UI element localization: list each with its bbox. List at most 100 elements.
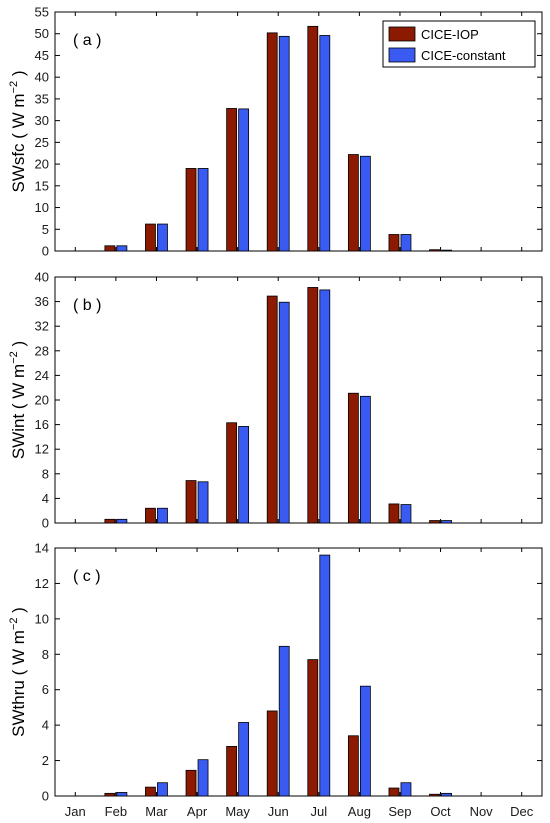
y-tick-label: 25 — [35, 135, 49, 150]
y-axis-label: SWthru ( W m−2 ) — [8, 607, 28, 737]
y-tick-label: 8 — [42, 466, 49, 481]
bar-cice-iop-jun — [266, 710, 278, 797]
bar-cice-iop-jul — [307, 25, 319, 252]
panel-b: 0 4 8 12 16 20 24 28 32 36 40 ( b ) SWint ( W m−2 ) — [8, 270, 543, 531]
x-tick-label-apr: Apr — [187, 804, 208, 819]
bar-cice-constant-may — [238, 722, 250, 797]
bar-cice-iop-apr — [185, 480, 197, 524]
bar-cice-iop-jun — [266, 32, 278, 252]
legend-label-cice-iop: CICE-IOP — [421, 27, 479, 42]
y-tick-label: 35 — [35, 91, 49, 106]
bar-cice-constant-may — [238, 426, 250, 524]
bar-cice-constant-aug — [359, 155, 371, 252]
bar-cice-constant-aug — [359, 395, 371, 524]
bar-cice-constant-feb — [116, 792, 128, 797]
y-axis-label-close: ) — [9, 70, 28, 80]
y-axis-label-text: SWthru ( W m — [9, 630, 28, 737]
panel-label: ( a ) — [73, 32, 101, 49]
bar-cice-constant-jul — [319, 289, 331, 524]
x-tick-label-jun: Jun — [268, 804, 289, 819]
bar-cice-iop-oct — [429, 793, 440, 797]
bar-cice-constant-mar — [157, 782, 168, 797]
panel-label: ( c ) — [73, 568, 101, 585]
bar-cice-constant-aug — [359, 685, 371, 797]
x-tick-label-may: May — [225, 804, 250, 819]
y-tick-label: 4 — [42, 718, 49, 733]
plot-area — [54, 547, 543, 797]
y-axis-label: SWsfc ( W m−2 ) — [8, 70, 28, 192]
y-tick-label: 16 — [35, 417, 49, 432]
x-tick-label-jan: Jan — [65, 804, 86, 819]
bar-cice-constant-sep — [400, 234, 412, 252]
bar-cice-iop-sep — [388, 503, 400, 524]
legend-swatch-cice-constant — [388, 47, 416, 63]
x-tick-label-nov: Nov — [470, 804, 494, 819]
bar-cice-iop-jul — [307, 287, 319, 524]
bar-cice-iop-oct — [429, 249, 440, 252]
bar-cice-constant-jul — [319, 554, 331, 797]
y-tick-label: 32 — [35, 319, 49, 334]
y-tick-label: 6 — [42, 682, 49, 697]
y-tick-label: 10 — [35, 200, 49, 215]
y-tick-label: 20 — [35, 393, 49, 408]
y-tick-label: 45 — [35, 48, 49, 63]
y-axis-label-exponent: −2 — [8, 618, 20, 631]
x-tick-label-aug: Aug — [348, 804, 371, 819]
bar-cice-constant-oct — [441, 792, 452, 797]
y-tick-label: 4 — [42, 491, 49, 506]
bar-cice-iop-may — [226, 422, 238, 524]
x-tick-label-oct: Oct — [430, 804, 451, 819]
x-tick-label-mar: Mar — [145, 804, 168, 819]
y-tick-label: 0 — [42, 516, 49, 531]
y-tick-label: 40 — [35, 70, 49, 85]
bar-cice-iop-aug — [347, 392, 359, 524]
bar-cice-iop-aug — [347, 735, 359, 797]
bar-cice-constant-jun — [278, 645, 290, 797]
bar-cice-constant-sep — [400, 504, 412, 524]
bar-cice-iop-apr — [185, 168, 197, 252]
y-tick-label: 55 — [35, 5, 49, 20]
legend: CICE-IOP CICE-constant — [382, 20, 536, 68]
y-axis-label-close: ) — [9, 341, 28, 351]
y-tick-label: 12 — [35, 442, 49, 457]
y-tick-label: 30 — [35, 113, 49, 128]
legend-swatch-cice-iop — [388, 26, 416, 42]
y-tick-label: 8 — [42, 647, 49, 662]
y-tick-label: 15 — [35, 178, 49, 193]
y-tick-label: 0 — [42, 244, 49, 259]
bar-cice-constant-sep — [400, 782, 412, 797]
bar-cice-constant-oct — [441, 249, 452, 252]
y-axis-label-text: SWint ( W m — [9, 364, 28, 459]
y-tick-label: 28 — [35, 343, 49, 358]
bar-cice-iop-jun — [266, 295, 278, 524]
y-tick-label: 12 — [35, 576, 49, 591]
x-tick-label-jul: Jul — [310, 804, 327, 819]
bar-cice-iop-sep — [388, 234, 400, 252]
bar-cice-constant-mar — [157, 223, 168, 252]
y-axis-label-exponent: −2 — [8, 351, 20, 364]
bar-cice-iop-aug — [347, 154, 359, 252]
x-tick-label-feb: Feb — [105, 804, 127, 819]
panel-label: ( b ) — [73, 297, 101, 314]
bar-cice-iop-feb — [104, 792, 116, 797]
y-axis-label-close: ) — [9, 607, 28, 617]
x-tick-label-sep: Sep — [388, 804, 411, 819]
y-axis-label: SWint ( W m−2 ) — [8, 341, 28, 459]
y-tick-label: 10 — [35, 611, 49, 626]
y-tick-label: 20 — [35, 157, 49, 172]
bar-cice-constant-feb — [116, 245, 128, 252]
plot-area — [54, 276, 543, 524]
panel-c: 0 2 4 6 8 10 12 14 ( c ) SWthru ( W m−2 ) Jan Feb Ma… — [8, 541, 543, 819]
bar-cice-constant-oct — [441, 520, 452, 524]
bar-cice-constant-apr — [197, 759, 209, 797]
bar-cice-constant-may — [238, 108, 250, 252]
legend-label-cice-constant: CICE-constant — [421, 48, 506, 63]
bar-cice-iop-may — [226, 108, 238, 252]
bar-cice-iop-mar — [145, 786, 156, 797]
bar-cice-constant-feb — [116, 518, 128, 524]
bar-cice-iop-mar — [145, 223, 156, 252]
y-axis-label-exponent: −2 — [8, 81, 20, 94]
bar-cice-constant-mar — [157, 507, 168, 524]
bar-cice-iop-feb — [104, 245, 116, 252]
